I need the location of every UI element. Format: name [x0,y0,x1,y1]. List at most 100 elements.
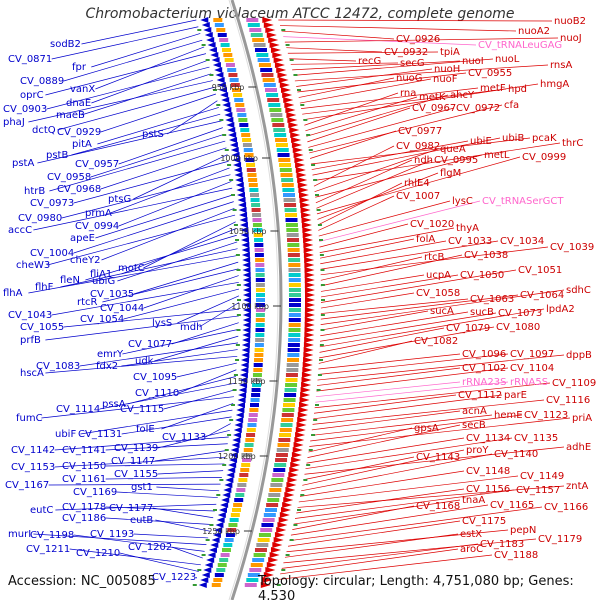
gene-label-forward[interactable]: nuoA2 [518,26,550,37]
gene-label-forward[interactable]: CV_1168 [416,501,460,512]
gene-label-forward[interactable]: CV_1166 [544,502,588,513]
gene-label-forward[interactable]: ubiE [470,136,492,147]
gene-label-reverse[interactable]: oprC [20,90,44,101]
gene-label-reverse[interactable]: pstS [142,129,164,140]
gene-label-forward[interactable]: CV_1051 [518,265,562,276]
gene-label-forward[interactable]: CV_1183 [480,539,524,550]
gene-label-reverse[interactable]: CV_1141 [62,445,106,456]
gene-label-forward[interactable]: CV_0972 [456,103,500,114]
gene-label-forward[interactable]: CV_0926 [396,34,440,45]
gene-label-reverse[interactable]: CV_1193 [90,529,134,540]
gene-label-reverse[interactable]: fleN [60,275,80,286]
gene-label-reverse[interactable]: pstB [46,150,68,161]
gene-label-forward[interactable]: secB [462,420,486,431]
gene-label-forward[interactable]: nuoF [433,74,458,85]
gene-label-reverse[interactable]: CV_1142 [11,445,55,456]
gene-label-forward[interactable]: CV_0995 [434,155,478,166]
gene-label-forward[interactable]: CV_1104 [510,363,554,374]
gene-label-forward[interactable]: CV_0967 [412,103,456,114]
gene-label-forward[interactable]: CV_0999 [522,152,566,163]
gene-label-reverse[interactable]: CV_1110 [135,388,179,399]
gene-label-forward[interactable]: CV_1080 [496,322,540,333]
gene-label-reverse[interactable]: CV_1077 [128,339,172,350]
gene-label-reverse[interactable]: CV_0958 [47,172,91,183]
gene-label-forward[interactable]: CV_0977 [398,126,442,137]
gene-label-forward[interactable]: gpsA [414,423,439,434]
gene-label-reverse[interactable]: apeE [70,233,95,244]
gene-label-reverse[interactable]: maeB [56,110,85,121]
gene-label-reverse[interactable]: CV_1044 [100,303,144,314]
gene-label-forward[interactable]: sucB [470,307,494,318]
gene-label-reverse[interactable]: CV_1114 [56,404,100,415]
gene-label-reverse[interactable]: ptsG [108,194,131,205]
gene-label-forward[interactable]: estX [460,529,482,540]
gene-label-reverse[interactable]: CV_1150 [62,461,106,472]
gene-label-reverse[interactable]: CV_1004 [30,248,74,259]
gene-label-reverse[interactable]: pstA [12,158,34,169]
gene-label-forward[interactable]: rtcB [424,252,445,263]
gene-label-reverse[interactable]: CV_0968 [57,184,101,195]
gene-label-forward[interactable]: rnsA [550,60,572,71]
gene-label-reverse[interactable]: CV_1055 [20,322,64,333]
gene-label-reverse[interactable]: folE [136,424,155,435]
gene-label-forward[interactable]: folA [416,234,435,245]
gene-label-forward[interactable]: thrC [562,138,583,149]
gene-label-reverse[interactable]: dctQ [32,125,56,136]
gene-label-forward[interactable]: zntA [566,481,589,492]
gene-label-reverse[interactable]: CV_0903 [3,104,47,115]
gene-label-forward[interactable]: flgM [440,168,461,179]
gene-label-forward[interactable]: CV_0955 [468,68,512,79]
gene-label-reverse[interactable]: prmA [85,208,112,219]
gene-label-reverse[interactable]: CV_1178 [62,502,106,513]
gene-label-forward[interactable]: thyA [456,223,479,234]
gene-label-reverse[interactable]: cheW3 [16,260,50,271]
gene-label-forward[interactable]: rhlE4 [404,178,430,189]
gene-label-forward[interactable]: CV_1143 [416,452,460,463]
gene-label-forward[interactable]: metL [484,150,510,161]
gene-label-forward[interactable]: CV_tRNALeuGAG [478,40,562,51]
gene-label-forward[interactable]: hmgA [540,79,569,90]
gene-label-forward[interactable]: nuoB2 [554,16,586,27]
gene-label-forward[interactable]: CV_1033 [448,236,492,247]
gene-label-reverse[interactable]: CV_0994 [75,221,119,232]
gene-label-reverse[interactable]: mdh [180,322,202,333]
gene-label-forward[interactable]: parE [504,390,527,401]
gene-label-forward[interactable]: secG [400,58,425,69]
gene-label-reverse[interactable]: CV_1177 [109,503,153,514]
gene-label-forward[interactable]: CV_1188 [494,550,538,561]
gene-label-forward[interactable]: CV_1179 [538,534,582,545]
gene-label-forward[interactable]: ahcY [450,90,475,101]
gene-label-forward[interactable]: nuoJ [560,33,582,44]
gene-label-reverse[interactable]: htrB [24,186,45,197]
gene-label-forward[interactable]: pepN [510,525,536,536]
gene-label-reverse[interactable]: CV_0980 [18,213,62,224]
gene-label-reverse[interactable]: phaJ [3,117,25,128]
gene-label-reverse[interactable]: CV_1202 [128,542,172,553]
gene-label-reverse[interactable]: rtcR [77,297,98,308]
gene-label-reverse[interactable]: motC [118,263,145,274]
gene-label-forward[interactable]: cfa [504,100,519,111]
gene-label-forward[interactable]: proY [466,445,489,456]
gene-label-reverse[interactable]: CV_1147 [111,456,155,467]
gene-label-forward[interactable]: CV_1112 [458,390,502,401]
gene-label-forward[interactable]: pcaK [532,133,557,144]
gene-label-forward[interactable]: CV_1038 [464,250,508,261]
gene-label-reverse[interactable]: CV_1223 [152,572,196,583]
gene-label-reverse[interactable]: CV_1198 [30,530,74,541]
gene-label-forward[interactable]: recG [358,56,381,67]
gene-label-reverse[interactable]: CV_0973 [30,198,74,209]
gene-label-forward[interactable]: lysC [452,196,473,207]
gene-label-forward[interactable]: CV_tRNASerGCT [482,196,564,207]
gene-label-reverse[interactable]: lysS [152,318,172,329]
gene-label-forward[interactable]: rRNA5S [510,377,548,388]
gene-label-reverse[interactable]: flhF [35,282,54,293]
gene-label-reverse[interactable]: hscA [20,368,44,379]
gene-label-forward[interactable]: CV_1058 [416,288,460,299]
gene-label-forward[interactable]: CV_1134 [466,433,510,444]
gene-label-forward[interactable]: CV_1140 [494,449,538,460]
gene-label-reverse[interactable]: CV_1043 [8,310,52,321]
gene-label-forward[interactable]: hpd [508,84,527,95]
gene-label-forward[interactable]: CV_1175 [462,516,506,527]
gene-label-forward[interactable]: metF [480,83,506,94]
gene-label-forward[interactable]: CV_0932 [384,47,428,58]
